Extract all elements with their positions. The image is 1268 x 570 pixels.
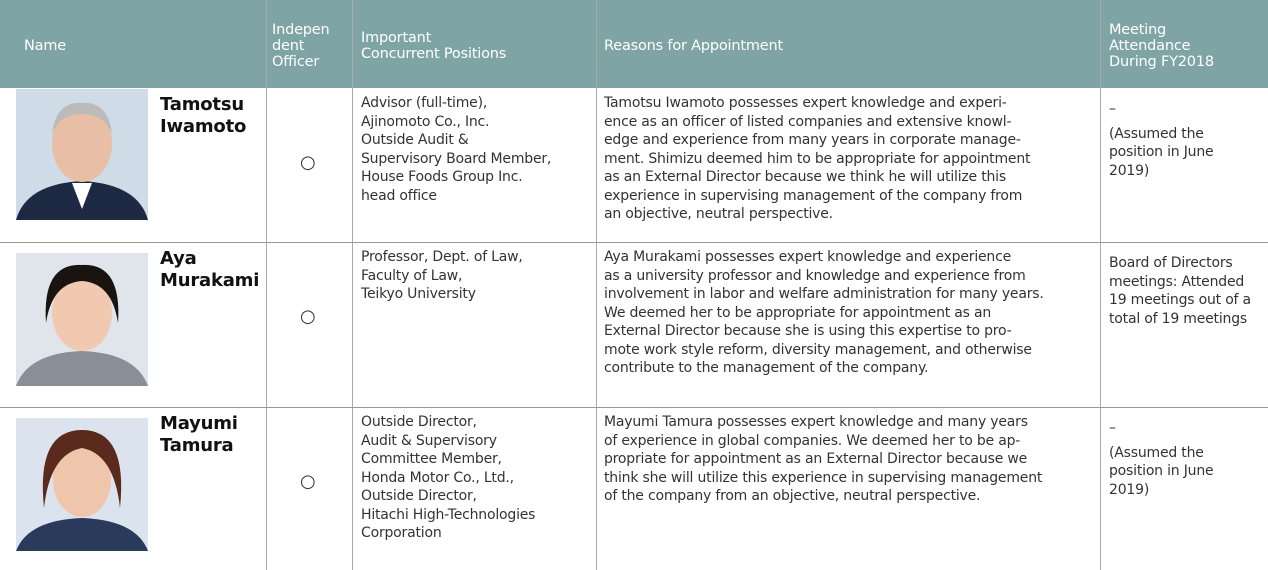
position-line: Faculty of Law, [361,267,463,284]
reason-line: experience in supervising management of … [604,187,1023,204]
attendance-line: Board of Directors [1109,255,1233,271]
position-line: Committee Member, [361,451,502,467]
reason-line: Aya Murakami possesses expert knowledge … [604,249,1012,265]
row-divider [0,242,1268,243]
independent-mark: ○ [300,306,316,327]
person-name: Iwamoto [160,116,247,137]
position-line: Outside Audit & [361,132,469,148]
person-name: Murakami [160,270,260,291]
reason-line: think she will utilize this experience i… [604,469,1043,486]
position-line: Corporation [361,525,442,541]
position-line: Outside Director, [361,414,477,430]
reason-line: Tamotsu Iwamoto possesses expert knowled… [604,95,1007,111]
table-header [0,0,1268,88]
column-divider [596,0,597,570]
independent-mark: ○ [300,471,316,492]
header-cell: During FY2018 [1109,54,1214,70]
photo [16,89,148,220]
header-cell: dent [272,38,305,54]
reason-line: mote work style reform, diversity manage… [604,341,1032,358]
reason-line: contribute to the management of the comp… [604,360,929,376]
reason-line: an objective, neutral perspective. [604,206,833,222]
column-divider [1100,0,1101,570]
attendance-line: 2019) [1109,481,1150,498]
reason-line: edge and experience from many years in c… [604,132,1021,148]
person-name: Tamotsu [160,94,244,115]
position-line: Supervisory Board Member, [361,150,552,167]
reason-line: involvement in labor and welfare adminis… [604,286,1044,302]
position-line: Audit & Supervisory [361,432,497,449]
row-divider [0,407,1268,408]
attendance-line: – [1109,101,1116,117]
header-cell: Indepen [272,22,330,38]
header-cell: Officer [272,54,320,70]
attendance-line: 2019) [1109,162,1150,179]
position-line: Ajinomoto Co., Inc. [361,113,490,130]
attendance-line: total of 19 meetings [1109,310,1247,327]
photo [16,418,148,551]
person-name: Tamura [160,435,234,456]
position-line: Honda Motor Co., Ltd., [361,469,514,486]
attendance-line: (Assumed the [1109,125,1204,142]
reason-line: ment. Shimizu deemed him to be appropria… [604,150,1031,167]
attendance-line: meetings: Attended [1109,273,1245,290]
reason-line: of experience in global companies. We de… [604,432,1021,449]
attendance-line: 19 meetings out of a [1109,292,1251,308]
reason-line: Mayumi Tamura possesses expert knowledge… [604,414,1028,430]
attendance-line: position in June [1109,463,1214,479]
reason-line: propriate for appointment as an External… [604,451,1028,467]
attendance-line: – [1109,420,1116,436]
person-name: Mayumi [160,413,238,434]
independent-mark: ○ [300,152,316,173]
reason-line: External Director because she is using t… [604,323,1012,339]
attendance-line: (Assumed the [1109,444,1204,461]
reason-line: as a university professor and knowledge … [604,267,1026,284]
header-cell: Reasons for Appointment [604,38,783,54]
reason-line: of the company from an objective, neutra… [604,488,981,504]
position-line: Advisor (full-time), [361,95,488,111]
position-line: Outside Director, [361,488,477,504]
person-name: Aya [160,248,197,269]
header-cell: Important [361,30,432,46]
attendance-line: position in June [1109,144,1214,160]
position-line: Teikyo University [361,286,476,302]
reason-line: ence as an officer of listed companies a… [604,113,1012,130]
position-line: Hitachi High-Technologies [361,506,536,523]
photo [16,253,148,386]
header-cell: Concurrent Positions [361,46,507,62]
header-cell: Meeting [1109,22,1167,38]
reason-line: as an External Director because we think… [604,169,1006,185]
position-line: House Foods Group Inc. [361,169,523,185]
header-cell: Name [24,38,66,54]
reason-line: We deemed her to be appropriate for appo… [604,304,992,321]
column-divider [266,0,267,570]
position-line: Professor, Dept. of Law, [361,249,523,265]
column-divider [352,0,353,570]
position-line: head office [361,187,437,204]
header-cell: Attendance [1109,38,1191,54]
